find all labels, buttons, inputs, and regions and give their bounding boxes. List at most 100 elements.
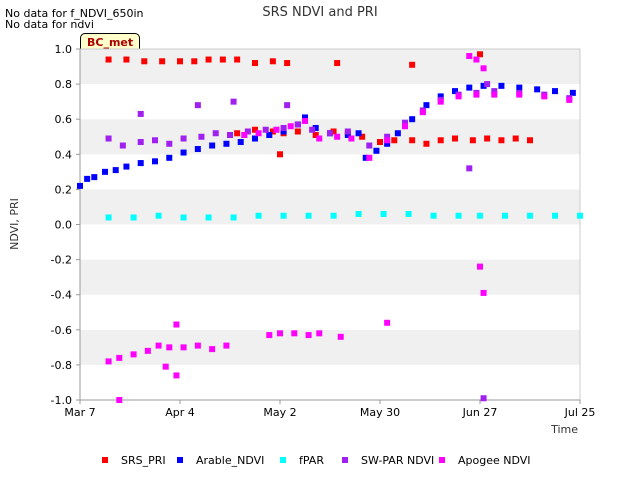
y-tick-label: -0.8 — [51, 359, 72, 372]
data-point — [437, 93, 444, 100]
data-point — [234, 130, 241, 137]
x-tick-label: May 2 — [263, 406, 296, 419]
data-point — [569, 89, 576, 96]
data-point — [384, 140, 391, 147]
data-point — [455, 93, 462, 100]
data-point — [409, 116, 416, 123]
chart-title: SRS NDVI and PRI — [262, 5, 377, 20]
data-point — [344, 128, 351, 135]
data-point — [269, 128, 276, 135]
legend-swatch — [280, 457, 286, 463]
data-point — [409, 61, 416, 68]
data-point — [137, 139, 144, 146]
data-point — [137, 110, 144, 117]
data-point — [130, 214, 137, 221]
legend-swatch — [102, 457, 108, 463]
data-point — [355, 210, 362, 217]
data-point — [502, 212, 508, 219]
data-point — [266, 332, 273, 339]
data-point — [466, 53, 473, 60]
data-point — [280, 128, 287, 135]
legend-swatch — [342, 457, 348, 463]
data-point — [252, 135, 258, 142]
y-axis: -1.0 -0.8 -0.6 -0.4 -0.2 0.0 0.2 0.4 0.6 0.8 1.0 — [51, 43, 81, 407]
data-point — [230, 98, 237, 105]
data-point — [180, 214, 187, 221]
x-axis: Mar 7 Apr 4 May 2 May 30 Jun 27 Jul 25 — [64, 399, 595, 419]
data-point — [284, 102, 291, 109]
data-point — [252, 126, 258, 133]
grid-band — [80, 189, 580, 225]
grid-band — [80, 84, 580, 120]
data-point — [105, 135, 112, 142]
data-point — [477, 51, 483, 58]
data-point — [391, 137, 398, 144]
data-point — [280, 212, 287, 219]
legend-swatch — [177, 457, 183, 463]
series-apogee-ndvi — [105, 53, 573, 403]
data-point — [305, 332, 312, 339]
data-point — [312, 124, 319, 131]
data-point — [477, 212, 483, 219]
data-point — [294, 128, 301, 135]
data-point — [159, 58, 166, 65]
data-point — [223, 342, 230, 349]
data-point — [152, 137, 158, 144]
data-point — [269, 58, 276, 65]
data-point — [312, 131, 319, 138]
data-point — [384, 319, 391, 326]
data-point — [384, 133, 391, 140]
data-point — [541, 93, 548, 100]
legend-label: SRS_PRI — [121, 454, 166, 467]
series-arable-ndvi — [77, 82, 576, 189]
y-tick-label: -0.6 — [51, 324, 72, 337]
data-point — [534, 86, 541, 93]
data-point — [484, 81, 491, 88]
grid-band — [80, 49, 580, 85]
data-point — [205, 214, 212, 221]
legend-label: Arable_NDVI — [196, 454, 264, 467]
data-point — [480, 65, 487, 72]
y-tick-label: 0.0 — [55, 219, 73, 232]
data-point — [205, 56, 212, 63]
data-point — [198, 133, 205, 140]
data-point — [409, 137, 416, 144]
data-point — [552, 212, 558, 219]
data-point — [227, 131, 233, 138]
data-point — [219, 56, 226, 63]
data-point — [155, 212, 162, 219]
data-point — [105, 358, 112, 365]
data-point — [237, 139, 244, 146]
data-point — [273, 126, 280, 133]
data-point — [437, 137, 444, 144]
data-point — [473, 56, 480, 63]
data-point — [141, 58, 148, 65]
data-point — [180, 149, 187, 156]
data-point — [287, 123, 294, 130]
grid-band — [80, 119, 580, 155]
data-point — [244, 128, 251, 135]
data-point — [302, 117, 308, 124]
data-point — [348, 135, 355, 142]
data-point — [516, 84, 523, 91]
data-point — [330, 128, 337, 135]
data-point — [255, 212, 262, 219]
y-tick-label: 0.8 — [55, 78, 73, 91]
data-point — [327, 130, 333, 137]
data-point — [255, 130, 262, 137]
data-point — [498, 82, 505, 89]
data-point — [330, 212, 337, 219]
data-point — [209, 142, 216, 149]
y-tick-label: 0.4 — [55, 148, 73, 161]
data-point — [180, 344, 187, 351]
data-point — [137, 160, 144, 167]
data-point — [405, 210, 412, 217]
data-point — [423, 140, 430, 147]
data-point — [277, 330, 283, 337]
data-point — [527, 212, 533, 219]
data-point — [491, 88, 498, 95]
data-point — [512, 135, 519, 142]
x-tick-label: Mar 7 — [64, 406, 95, 419]
data-point — [291, 330, 298, 337]
